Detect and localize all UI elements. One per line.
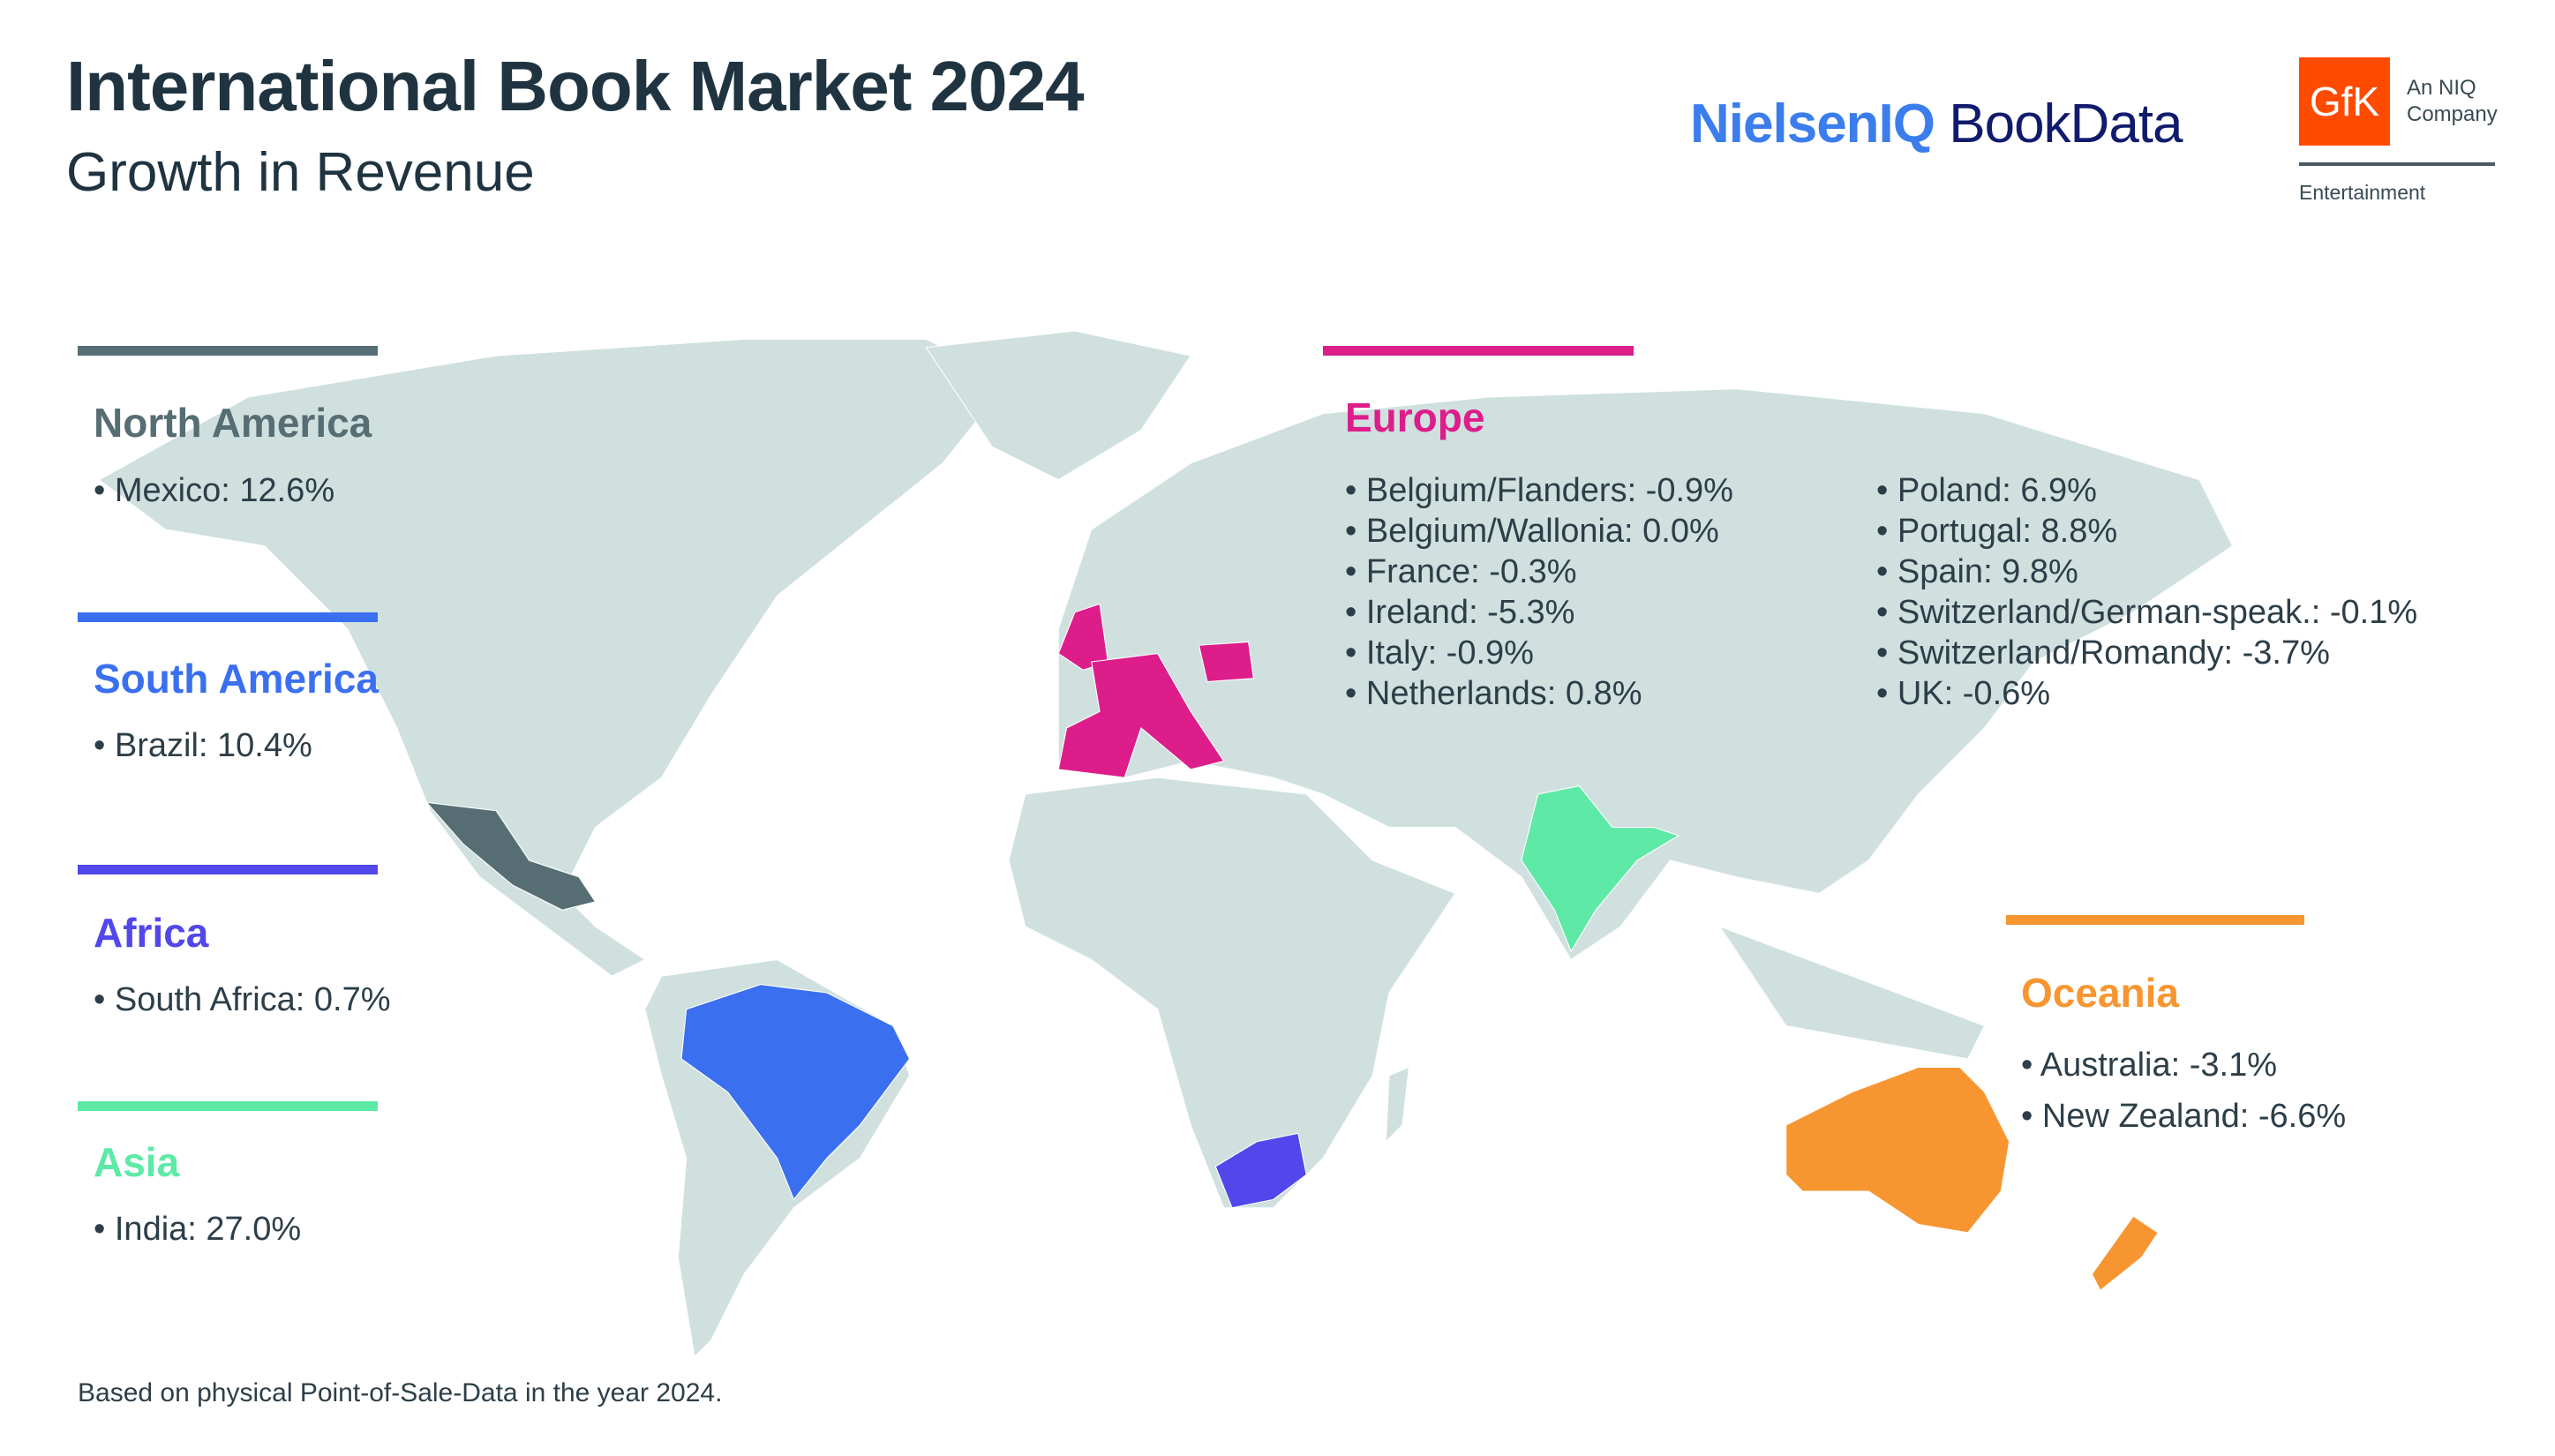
- gfk-divider: [2299, 162, 2495, 166]
- europe-list-col2: Poland: 6.9% Portugal: 8.8% Spain: 9.8% …: [1876, 470, 2417, 714]
- new-zealand-highlight: [2091, 1215, 2160, 1292]
- greenland-landmass: [925, 330, 1192, 481]
- gfk-tagline: An NIQ Company: [2407, 75, 2498, 128]
- africa-heading: Africa: [94, 910, 209, 956]
- africa-bar: [78, 865, 378, 874]
- africa-landmass: [1008, 777, 1456, 1209]
- oceania-bar: [2006, 915, 2304, 925]
- list-item: Belgium/Wallonia: 0.0%: [1345, 511, 1733, 552]
- western-europe-highlight: [1057, 653, 1225, 778]
- list-item: UK: -0.6%: [1876, 673, 2417, 714]
- page-title: International Book Market 2024: [66, 47, 1085, 125]
- oceania-heading: Oceania: [2021, 970, 2179, 1016]
- north-america-heading: North America: [94, 400, 372, 446]
- list-item: Australia: -3.1%: [2021, 1039, 2346, 1091]
- asia-bar: [78, 1101, 378, 1111]
- list-item: France: -0.3%: [1345, 552, 1733, 592]
- list-item: Belgium/Flanders: -0.9%: [1345, 470, 1733, 511]
- list-item: Brazil: 10.4%: [94, 725, 312, 766]
- south-america-heading: South America: [94, 656, 379, 702]
- list-item: Netherlands: 0.8%: [1345, 673, 1733, 714]
- page-subtitle: Growth in Revenue: [66, 142, 535, 203]
- list-item: Spain: 9.8%: [1876, 552, 2417, 592]
- list-item: New Zealand: -6.6%: [2021, 1091, 2346, 1142]
- list-item: Poland: 6.9%: [1876, 470, 2417, 511]
- list-item: Switzerland/German-speak.: -0.1%: [1876, 592, 2417, 633]
- logo-bookdata: BookData: [1949, 94, 2183, 154]
- europe-list-col1: Belgium/Flanders: -0.9% Belgium/Wallonia…: [1345, 470, 1733, 714]
- list-item: Portugal: 8.8%: [1876, 511, 2417, 552]
- mexico-highlight: [425, 801, 597, 911]
- list-item: South Africa: 0.7%: [94, 979, 391, 1020]
- logo-nielseniq: NielsenIQ: [1690, 94, 1935, 154]
- gfk-logo: GfK: [2299, 57, 2390, 146]
- brazil-highlight: [680, 984, 911, 1201]
- southeast-asia-landmass: [1718, 925, 1986, 1060]
- gfk-tagline-1: An NIQ: [2407, 76, 2476, 100]
- india-highlight: [1521, 785, 1680, 953]
- north-america-bar: [78, 346, 378, 356]
- gfk-division: Entertainment: [2299, 181, 2426, 204]
- list-item: India: 27.0%: [94, 1209, 301, 1250]
- list-item: Mexico: 12.6%: [94, 470, 334, 511]
- list-item: Italy: -0.9%: [1345, 633, 1733, 673]
- footnote: Based on physical Point-of-Sale-Data in …: [78, 1378, 723, 1407]
- gfk-tagline-2: Company: [2407, 102, 2498, 126]
- australia-highlight: [1785, 1066, 2010, 1234]
- list-item: Ireland: -5.3%: [1345, 592, 1733, 633]
- oceania-list: Australia: -3.1% New Zealand: -6.6%: [2021, 1039, 2346, 1142]
- europe-bar: [1323, 346, 1634, 356]
- south-america-bar: [78, 612, 378, 622]
- asia-heading: Asia: [94, 1139, 180, 1185]
- south-africa-highlight: [1214, 1132, 1307, 1209]
- nielseniq-bookdata-logo: NielsenIQ BookData: [1690, 93, 2183, 155]
- madagascar-landmass: [1385, 1066, 1410, 1144]
- europe-heading: Europe: [1345, 394, 1485, 440]
- poland-highlight: [1198, 641, 1254, 683]
- list-item: Switzerland/Romandy: -3.7%: [1876, 633, 2417, 673]
